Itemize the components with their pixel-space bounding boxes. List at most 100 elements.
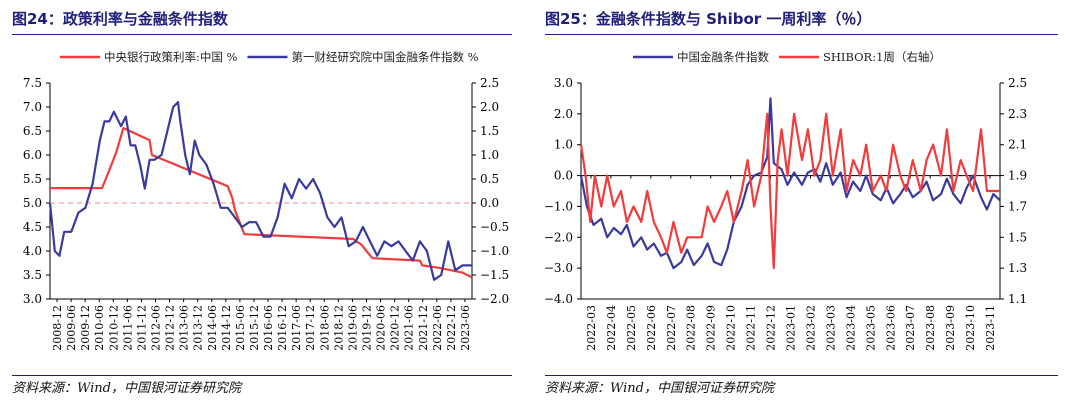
y-right-tick-label: 1.3 [1008, 261, 1027, 275]
x-tick-label: 2022-12 [765, 305, 778, 351]
x-tick-label: 2022-11 [745, 305, 758, 351]
chart-panel-25: 图25：金融条件指数与 Shibor 一周利率（％） 中国金融条件指数 SHIBO… [533, 0, 1066, 401]
source-rule [545, 375, 1058, 376]
x-tick-label: 2011-12 [135, 305, 148, 351]
x-tick-label: 2022-10 [725, 305, 738, 351]
series-line-2 [579, 112, 1000, 270]
y-right-tick-label: −1.0 [480, 244, 509, 258]
y-left-tick-label: 0.0 [554, 169, 573, 183]
y-right-tick-label: 2.5 [480, 76, 499, 90]
x-tick-label: 2016-06 [262, 305, 275, 351]
y-left-tick-label: −4.0 [544, 292, 573, 306]
y-left-tick-label: −3.0 [544, 261, 573, 275]
y-right-tick-label: −1.5 [480, 268, 509, 282]
x-tick-label: 2011-06 [121, 305, 134, 351]
y-left-tick-label: 7.5 [23, 76, 42, 90]
x-tick-label: 2010-06 [93, 305, 106, 351]
y-right-tick-label: 2.0 [480, 100, 499, 114]
x-tick-label: 2023-07 [904, 305, 917, 351]
x-tick-label: 2014-12 [220, 305, 233, 351]
y-right-tick-label: 1.5 [1008, 230, 1027, 244]
x-tick-label: 2022-06 [645, 305, 658, 351]
legend-label: 第一财经研究院中国金融条件指数 % [291, 50, 478, 64]
x-tick-label: 2020-12 [389, 305, 402, 351]
title-rule [545, 34, 1058, 35]
series-line-2 [48, 101, 472, 281]
y-right-tick-label: 1.1 [1008, 292, 1027, 306]
y-right-tick-label: 1.0 [480, 148, 499, 162]
x-tick-label: 2015-12 [248, 305, 261, 351]
x-tick-label: 2023-11 [984, 305, 997, 351]
x-tick-label: 2023-04 [844, 305, 857, 351]
x-tick-label: 2022-05 [625, 305, 638, 351]
x-tick-label: 2023-10 [964, 305, 977, 351]
y-right-tick-label: 1.7 [1008, 199, 1027, 213]
chart-title: 图24：政策利率与金融条件指数 [12, 10, 228, 28]
y-right-tick-label: 1.5 [480, 124, 499, 138]
y-right-tick-label: 0.0 [480, 196, 499, 210]
y-right-tick-label: 2.3 [1008, 107, 1027, 121]
x-tick-label: 2023-06 [459, 305, 472, 351]
y-right-tick-label: 2.1 [1008, 138, 1027, 152]
x-tick-label: 2020-06 [375, 305, 388, 351]
y-left-tick-label: 3.5 [23, 268, 42, 282]
x-tick-label: 2022-04 [605, 305, 618, 351]
x-tick-label: 2018-06 [318, 305, 331, 351]
x-tick-label: 2018-12 [332, 305, 345, 351]
y-left-tick-label: 5.5 [23, 172, 42, 186]
x-tick-label: 2022-07 [665, 305, 678, 351]
x-tick-label: 2021-12 [417, 305, 430, 351]
y-right-tick-label: −2.0 [480, 292, 509, 306]
x-tick-label: 2023-09 [944, 305, 957, 351]
series-line-1 [50, 126, 473, 279]
y-left-tick-label: 6.5 [23, 124, 42, 138]
x-tick-label: 2023-06 [884, 305, 897, 351]
y-left-tick-label: 7.0 [23, 100, 42, 114]
y-right-tick-label: −0.5 [480, 220, 509, 234]
x-tick-label: 2012-12 [164, 305, 177, 351]
legend-label: 中央银行政策利率:中国 % [104, 50, 238, 64]
y-right-tick-label: 0.5 [480, 172, 499, 186]
source-note: 资料来源：Wind，中国银河证券研究院 [12, 381, 241, 396]
y-right-tick-label: 1.9 [1008, 169, 1027, 183]
x-tick-label: 2022-03 [585, 305, 598, 351]
x-tick-label: 2023-08 [924, 305, 937, 351]
y-left-tick-label: 3.0 [23, 292, 42, 306]
y-left-tick-label: −1.0 [544, 199, 573, 213]
source-note: 资料来源：Wind，中国银河证券研究院 [545, 381, 774, 396]
x-tick-label: 2023-01 [785, 305, 798, 351]
x-tick-label: 2023-02 [804, 305, 817, 351]
y-left-tick-label: 4.5 [23, 220, 42, 234]
y-left-tick-label: 1.0 [554, 138, 573, 152]
x-tick-label: 2022-06 [431, 305, 444, 351]
y-left-tick-label: −2.0 [544, 230, 573, 244]
y-left-tick-label: 6.0 [23, 148, 42, 162]
x-tick-label: 2008-12 [51, 305, 64, 351]
legend-label: SHIBOR:1周（右轴） [823, 50, 941, 64]
title-rule [12, 34, 512, 35]
x-tick-label: 2015-06 [234, 305, 247, 351]
x-tick-label: 2010-12 [107, 305, 120, 351]
chart-panel-24: 图24：政策利率与金融条件指数 中央银行政策利率:中国 % 第一财经研究院中国金融… [0, 0, 520, 401]
y-right-tick-label: 2.5 [1008, 76, 1027, 90]
chart-24-svg: 中央银行政策利率:中国 % 第一财经研究院中国金融条件指数 % 3.0 3.5 4.0 4… [23, 50, 509, 351]
y-left-tick-label: 4.0 [23, 244, 42, 258]
x-tick-label: 2023-03 [824, 305, 837, 351]
chart-25-svg: 中国金融条件指数 SHIBOR:1周（右轴） −4.0 −3.0 −2.0 −1.0 0.0… [544, 50, 1027, 351]
x-tick-label: 2022-09 [705, 305, 718, 351]
series-line-1 [579, 97, 1001, 270]
x-tick-label: 2009-12 [79, 305, 92, 351]
legend-label: 中国金融条件指数 [677, 50, 769, 64]
x-tick-label: 2022-08 [685, 305, 698, 351]
x-tick-label: 2016-12 [276, 305, 289, 351]
x-tick-label: 2009-06 [65, 305, 78, 351]
y-left-tick-label: 5.0 [23, 196, 42, 210]
x-tick-label: 2014-06 [206, 305, 219, 351]
x-tick-label: 2012-06 [150, 305, 163, 351]
y-left-tick-label: 2.0 [554, 107, 573, 121]
x-tick-label: 2023-05 [864, 305, 877, 351]
x-tick-label: 2021-06 [403, 305, 416, 351]
source-rule [12, 375, 512, 376]
x-tick-label: 2019-06 [346, 305, 359, 351]
y-left-tick-label: 3.0 [554, 76, 573, 90]
